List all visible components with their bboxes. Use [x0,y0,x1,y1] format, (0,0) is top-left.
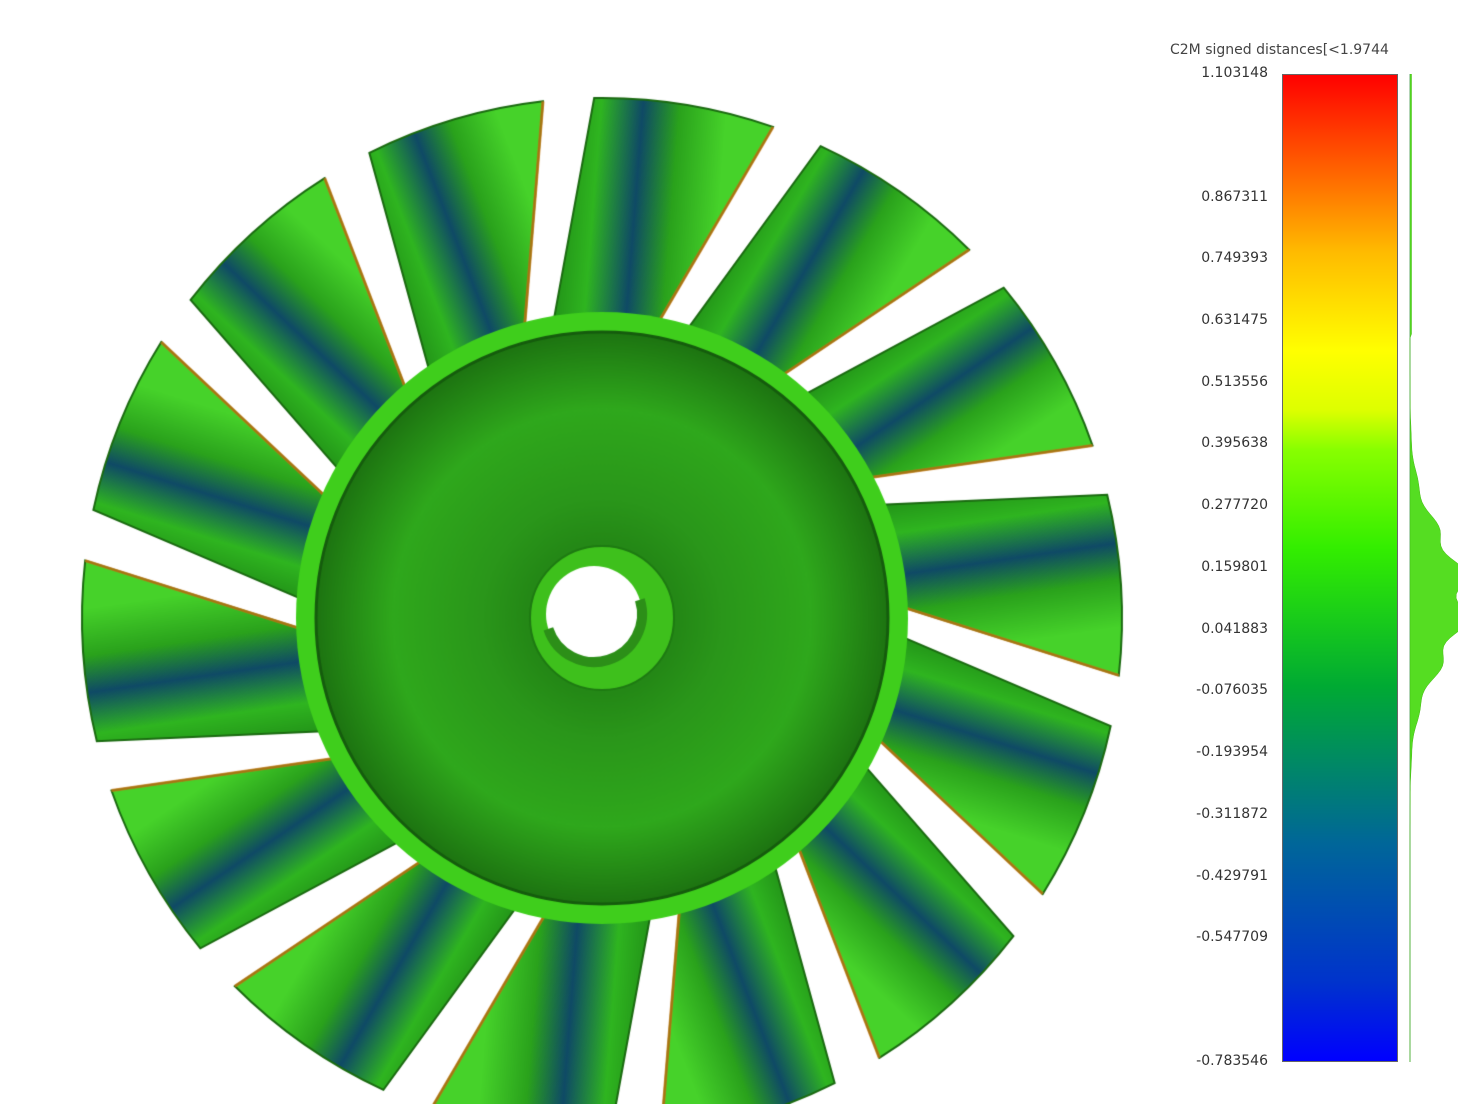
tick-label: 0.631475 [1201,311,1268,328]
histogram-shape [1409,74,1458,1062]
tick-label: -0.076035 [1196,682,1268,699]
tick-label: 0.395638 [1201,435,1268,452]
tick-label: 0.277720 [1201,497,1268,514]
tick-label: -0.311872 [1196,805,1268,822]
tick-label: 0.749393 [1201,250,1268,267]
tick-label: 1.103148 [1201,65,1268,81]
tick-label: 0.041883 [1201,620,1268,637]
tick-label: -0.547709 [1196,929,1268,946]
distance-histogram [1409,74,1458,1062]
impeller-model-render[interactable] [0,0,1140,1104]
scalar-bar-legend: C2M signed distances[<1.9744 1.103148 0.8… [1150,30,1458,1090]
tick-label: 0.867311 [1201,188,1268,205]
scalar-bar-title: C2M signed distances[<1.9744 [1170,42,1389,58]
tick-label: -0.429791 [1196,867,1268,884]
color-ramp [1282,74,1398,1062]
tick-label: 0.513556 [1201,373,1268,390]
tick-label: -0.783546 [1196,1053,1268,1069]
tick-label: 0.159801 [1201,559,1268,575]
tick-label: -0.193954 [1196,744,1268,761]
